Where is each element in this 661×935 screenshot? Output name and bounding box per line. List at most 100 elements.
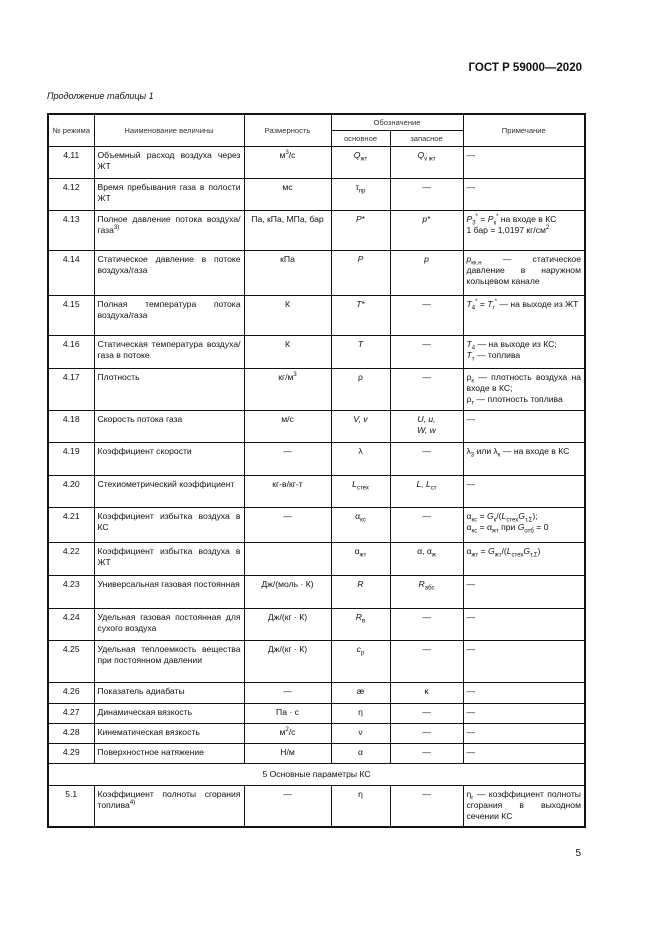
table-row: 4.18 Скорость потока газа м/с V, v U, u, W, w… [47, 409, 586, 443]
cell-main: α [330, 742, 391, 764]
cell-name: Динамическая вязкость [93, 702, 245, 724]
table-row: 4.19 Коэффициент скорости — λ — λ3 или λк — н… [47, 441, 586, 476]
cell-reserve: — [389, 722, 464, 744]
cell-name: Статическое давление в потоке воздуха/га… [93, 249, 245, 296]
cell-reserve: — [389, 294, 464, 336]
cell-no: 4.25 [47, 639, 95, 683]
table-row: 4.24 Удельная газовая постоянная для сухо… [47, 607, 586, 641]
cell-note: ρк — плотность воздуха на входе в КС; ρт … [462, 367, 586, 411]
cell-main: R [330, 574, 391, 609]
cell-reserve: — [389, 784, 464, 828]
cell-no: 4.14 [47, 249, 95, 296]
cell-reserve: — [389, 367, 464, 411]
cell-note: αжт = Gжт/(LстехGт,Σ) [462, 541, 586, 576]
cell-unit: Дж/(кг · К) [243, 639, 332, 683]
cell-note: T4* = Tг* — на выходе из ЖТ [462, 294, 586, 336]
table-row: 4.12 Время пребывания газа в полости ЖТ мс… [47, 177, 586, 211]
cell-reserve: L, Lст [389, 474, 464, 508]
cell-unit: — [243, 441, 332, 476]
cell-main: τпр [330, 177, 391, 211]
cell-main: λ [330, 441, 391, 476]
cell-main: ӕ [330, 681, 391, 704]
cell-note: — [462, 702, 586, 724]
table-row: 4.22 Коэффициент избытка воздуха в ЖТ αжт α… [47, 541, 586, 576]
cell-reserve: — [389, 639, 464, 683]
cell-name: Кинематическая вязкость [93, 722, 245, 744]
cell-name: Статическая температура воздуха/газа в п… [93, 334, 245, 369]
cell-main: cp [330, 639, 391, 683]
cell-name: Коэффициент избытка воздуха в КС [93, 506, 245, 543]
cell-name: Удельная газовая постоянная для сухого в… [93, 607, 245, 641]
cell-no: 4.28 [47, 722, 95, 744]
cell-unit: кг-в/кг-т [243, 474, 332, 508]
header-reserve: запасное [389, 129, 464, 147]
cell-no: 4.13 [47, 209, 95, 251]
cell-main: P* [330, 209, 391, 251]
cell-note: — [462, 607, 586, 641]
table-row: 4.29 Поверхностное натяжение Н/м α — — [47, 742, 586, 764]
cell-note: — [462, 409, 586, 443]
cell-reserve: p* [389, 209, 464, 251]
cell-unit: кПа [243, 249, 332, 296]
header-unit: Размерность [243, 113, 332, 147]
cell-name: Коэффициент избытка воздуха в ЖТ [93, 541, 245, 576]
cell-unit: кг/м3 [243, 367, 332, 411]
cell-main: αкс [330, 506, 391, 543]
cell-reserve: — [389, 506, 464, 543]
cell-note: — [462, 474, 586, 508]
cell-no: 4.22 [47, 541, 95, 576]
table-row: 4.21 Коэффициент избытка воздуха в КС — αкс… [47, 506, 586, 543]
cell-main: Qжт [330, 145, 391, 179]
cell-no: 4.24 [47, 607, 95, 641]
cell-no: 4.26 [47, 681, 95, 704]
table-row: 4.17 Плотность кг/м3 ρ — ρк — плотность возду… [47, 367, 586, 411]
cell-note: P3* = Pк* на входе в КС 1 бар = 1,0197 кг… [462, 209, 586, 251]
cell-name: Удельная теплоемкость вещества при посто… [93, 639, 245, 683]
table-row: 4.27 Динамическая вязкость Па · с η — — [47, 702, 586, 724]
cell-reserve: — [389, 334, 464, 369]
cell-note: αкс = Gк/(LстехGт,Σ); αкс = αжт при Gотб … [462, 506, 586, 543]
cell-main: V, v [330, 409, 391, 443]
cell-name: Объемный расход воздуха через ЖТ [93, 145, 245, 179]
cell-unit [243, 541, 332, 576]
cell-main: Lстех [330, 474, 391, 508]
cell-reserve: — [389, 742, 464, 764]
table-row: 4.26 Показатель адиабаты — ӕ κ — [47, 681, 586, 704]
cell-unit: мс [243, 177, 332, 211]
cell-reserve: — [389, 607, 464, 641]
cell-name: Универсальная газовая постоянная [93, 574, 245, 609]
cell-no: 4.12 [47, 177, 95, 211]
cell-no: 4.16 [47, 334, 95, 369]
table-row: 4.15 Полная температура потока воздуха/га… [47, 294, 586, 336]
cell-no: 4.18 [47, 409, 95, 443]
cell-main: η [330, 702, 391, 724]
cell-main: αжт [330, 541, 391, 576]
header-no: № режима [47, 113, 95, 147]
cell-name: Стехиометрический коэффициент [93, 474, 245, 508]
cell-main: P [330, 249, 391, 296]
table-row: 4.14 Статическое давление в потоке воздух… [47, 249, 586, 296]
cell-name: Коэффициент полноты сгорания топлива4) [93, 784, 245, 828]
header-symbol: Обозначение [330, 113, 464, 131]
header-note: Примечание [462, 113, 586, 147]
cell-main: ν [330, 722, 391, 744]
cell-no: 4.29 [47, 742, 95, 764]
cell-main: T* [330, 294, 391, 336]
cell-note: — [462, 639, 586, 683]
cell-reserve: — [389, 441, 464, 476]
cell-unit: К [243, 334, 332, 369]
cell-no: 4.17 [47, 367, 95, 411]
cell-reserve: p [389, 249, 464, 296]
cell-reserve: κ [389, 681, 464, 704]
cell-no: 4.23 [47, 574, 95, 609]
table-row: 4.28 Кинематическая вязкость м2/с ν — — [47, 722, 586, 744]
cell-note: — [462, 177, 586, 211]
cell-no: 5.1 [47, 784, 95, 828]
cell-unit: Н/м [243, 742, 332, 764]
cell-note: — [462, 145, 586, 179]
cell-unit: м/с [243, 409, 332, 443]
cell-note: T4 — на выходе из КС; Tт — топлива [462, 334, 586, 369]
cell-note: λ3 или λк — на входе в КС [462, 441, 586, 476]
cell-name: Плотность [93, 367, 245, 411]
cell-unit: Па, кПа, МПа, бар [243, 209, 332, 251]
